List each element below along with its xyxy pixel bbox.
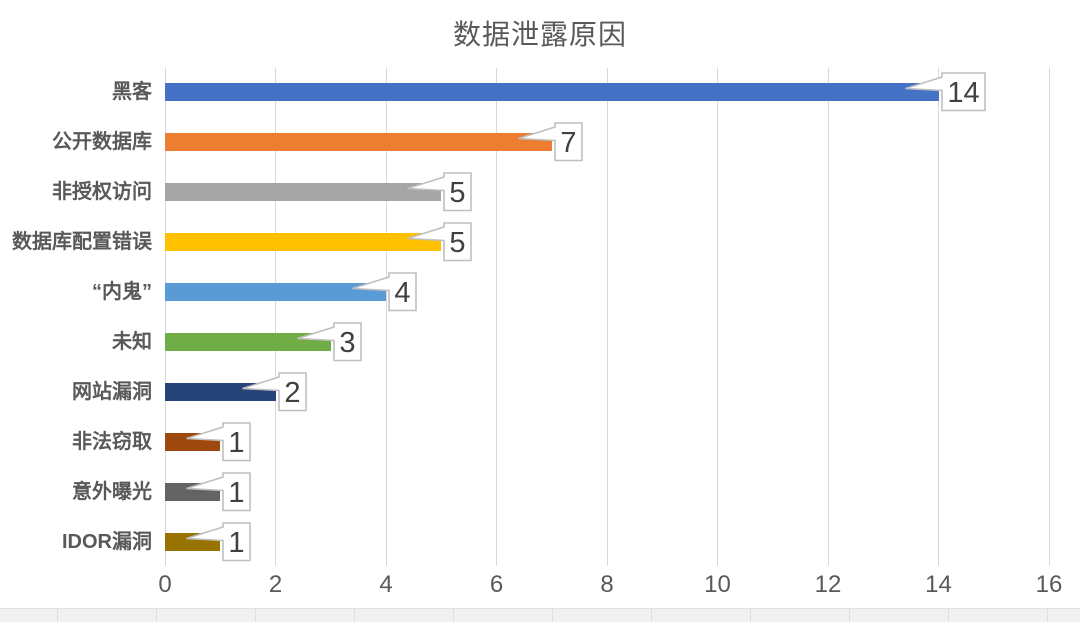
gridline [717,68,718,566]
x-axis-tick-label: 4 [379,571,393,598]
data-label-value: 1 [229,427,245,459]
strip-divider [354,609,355,622]
x-axis-tick-label: 8 [600,571,614,598]
data-label-callout: 14 [904,71,986,111]
category-label: 意外曝光 [72,481,152,504]
x-axis-tick-label: 0 [158,571,172,598]
data-label-callout: 3 [297,322,362,362]
strip-divider [1047,609,1048,622]
data-bar [165,182,442,201]
x-axis-tick-label: 6 [489,571,504,598]
data-label-callout: 5 [407,171,473,211]
data-label-callout: 1 [186,522,252,562]
data-label-value: 7 [560,127,576,159]
category-label: 公开数据库 [52,130,152,153]
data-label-callout: 1 [186,472,252,512]
category-label: 网站漏洞 [72,381,152,404]
gridline [496,68,497,566]
gridline [827,68,829,566]
data-bar [165,132,552,151]
data-label-value: 14 [947,77,979,109]
gridline [938,68,939,566]
bottom-strip [0,608,1080,622]
x-axis-tick-label: 14 [925,571,952,598]
data-label-callout: 7 [518,121,583,161]
category-label: 数据库配置错误 [12,230,152,253]
category-label: 黑客 [112,80,152,103]
strip-divider [849,609,850,622]
data-label-value: 1 [229,527,245,559]
category-label: 非授权访问 [52,180,152,203]
x-axis-tick-label: 16 [1035,571,1063,598]
data-label-value: 3 [339,327,355,359]
gridline [385,68,387,566]
gridline [164,68,166,566]
data-label-value: 2 [284,377,300,409]
strip-divider [750,609,751,622]
x-axis-tick-label: 2 [268,571,283,598]
data-label-callout: 4 [352,272,417,312]
chart-title: 数据泄露原因 [452,19,627,50]
data-label-value: 5 [450,177,466,209]
strip-divider [552,609,553,622]
category-label: 非法窃取 [72,431,152,454]
data-label-value: 5 [450,227,466,259]
category-label: IDOR漏洞 [62,531,152,554]
strip-divider [948,609,949,622]
x-axis-tick-label: 12 [814,571,842,598]
gridline [606,68,608,566]
strip-divider [57,609,58,622]
data-label-callout: 2 [241,372,307,412]
strip-divider [156,609,157,622]
x-axis-tick-label: 10 [704,571,731,598]
data-bar [165,333,331,351]
strip-divider [255,609,256,622]
strip-divider [453,609,454,622]
data-label-value: 1 [229,477,245,509]
data-label-callout: 1 [186,422,252,462]
data-bar [165,82,939,101]
data-label-callout: 5 [407,221,473,262]
data-bar [165,232,442,251]
strip-divider [651,609,652,622]
category-label: “内鬼” [92,280,152,303]
gridline [1048,68,1050,566]
category-label: 未知 [112,331,152,353]
data-bar [165,282,386,301]
gridline [275,68,276,566]
data-label-value: 4 [394,277,410,309]
